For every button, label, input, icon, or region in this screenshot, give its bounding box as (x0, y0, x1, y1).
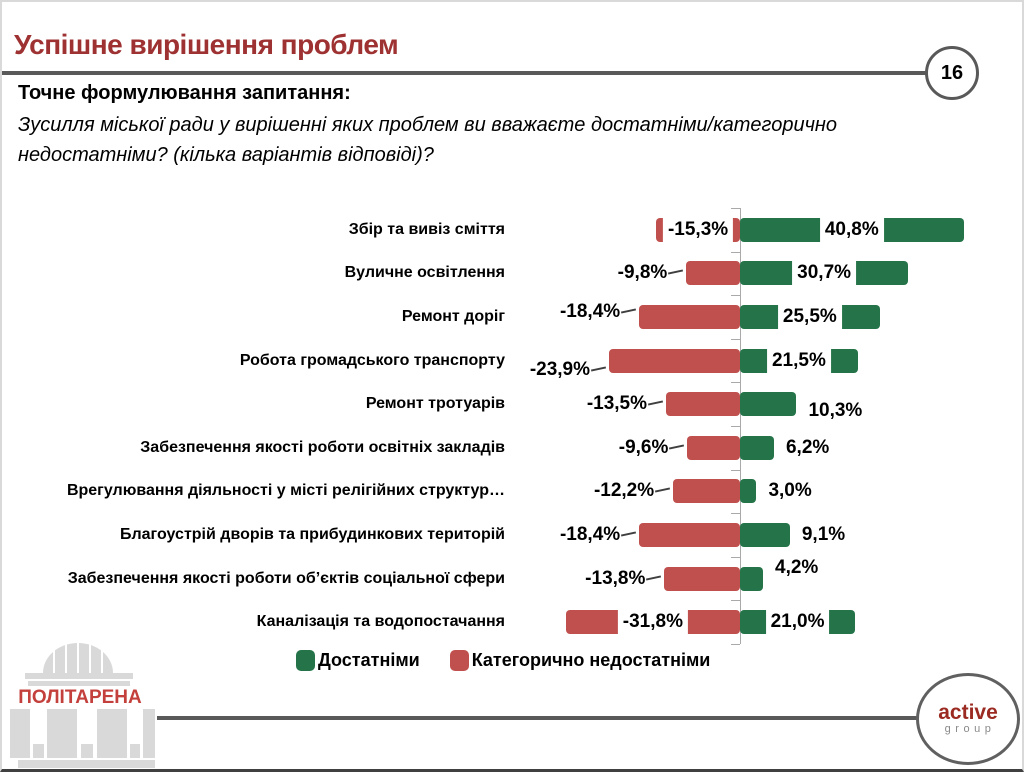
active-group-wordmark: active (938, 701, 998, 724)
legend-label-negative: Категорично недостатніми (471, 650, 711, 670)
data-label-negative: -9,6% (618, 436, 669, 458)
data-label-negative: -12,2% (593, 480, 655, 502)
question-label: Точне формулювання запитання: (18, 82, 351, 104)
bar-negative (687, 435, 740, 460)
category-label: Забезпечення якості роботи освітніх закл… (140, 438, 505, 456)
politarena-dome (43, 643, 113, 673)
axis-tick (731, 295, 740, 297)
bar-negative (639, 523, 740, 547)
data-label-negative: -31,8% (617, 609, 688, 636)
question-text-line1: Зусилля міської ради у вирішенні яких пр… (18, 114, 838, 136)
politarena-door (33, 744, 44, 758)
legend-swatch-negative (449, 650, 469, 671)
data-label-negative: -18,4% (559, 301, 621, 322)
leader-line (647, 400, 664, 406)
politarena-column (10, 709, 30, 758)
politarena-column (97, 709, 127, 758)
bar-negative (664, 566, 740, 591)
data-label-negative: -13,8% (585, 567, 646, 589)
legend-swatch-positive (296, 650, 315, 671)
politarena-base (18, 760, 155, 768)
axis-tick (731, 382, 740, 384)
data-label-positive: 21,0% (765, 609, 830, 636)
bar-negative (609, 348, 740, 373)
axis-tick (731, 469, 740, 471)
politarena-entablature (25, 673, 133, 679)
bar-positive (740, 392, 797, 417)
data-label-positive: 4,2% (775, 556, 819, 578)
data-label-negative: -9,8% (617, 262, 668, 284)
leader-line (668, 269, 684, 275)
data-label-negative: -23,9% (529, 358, 591, 380)
data-label-positive: 10,3% (808, 400, 863, 422)
bar-negative (673, 479, 740, 504)
data-label-positive: 3,0% (768, 480, 812, 502)
category-label: Каналізація та водопостачання (256, 613, 505, 631)
bar-negative (686, 261, 740, 286)
leader-line (669, 444, 685, 450)
bar-negative (666, 392, 740, 417)
question-text-line2: недостатніми? (кілька варіантів відповід… (18, 144, 434, 166)
category-label: Врегулювання діяльності у місті релігійн… (66, 482, 505, 500)
leader-line (590, 366, 607, 372)
bar-positive (740, 479, 757, 504)
data-label-positive: 21,5% (766, 347, 831, 374)
data-label-positive: 40,8% (819, 216, 884, 243)
footer-divider (157, 716, 917, 720)
bar-negative (639, 305, 740, 329)
politarena-column (47, 709, 77, 758)
bar-positive (740, 435, 774, 460)
data-label-positive: 6,2% (785, 436, 830, 458)
active-group-subtext: group (944, 723, 996, 735)
axis-tick (731, 600, 740, 602)
page-title: Успішне вирішення проблем (14, 29, 399, 60)
data-label-positive: 25,5% (777, 304, 842, 330)
axis-tick (731, 513, 740, 515)
data-label-negative: -13,5% (586, 393, 648, 415)
page-number-badge: 16 (925, 46, 979, 100)
data-label-negative: -15,3% (662, 216, 734, 243)
category-label: Благоустрій дворів та прибудинкових тери… (119, 526, 505, 543)
axis-tick (731, 556, 740, 558)
politarena-door (130, 744, 140, 758)
category-label: Ремонт доріг (401, 308, 505, 325)
category-label: Вуличне освітлення (344, 264, 505, 282)
axis-tick (731, 426, 740, 427)
politarena-door (81, 744, 93, 758)
politarena-column (143, 709, 155, 758)
axis-tick (731, 208, 740, 209)
politarena-wordmark: ПОЛІТАРЕНА (18, 687, 142, 708)
category-label: Збір та вивіз сміття (348, 220, 505, 238)
legend-item-positive: Достатніми (296, 650, 420, 671)
bar-positive (740, 566, 764, 591)
legend-item-negative: Категорично недостатніми (449, 650, 711, 671)
data-label-positive: 30,7% (792, 260, 857, 287)
leader-line (621, 308, 637, 314)
active-group-logo: active group (916, 673, 1020, 765)
title-divider (0, 71, 927, 75)
legend-label-positive: Достатніми (318, 650, 420, 670)
leader-line (646, 575, 662, 581)
chart-axis (740, 208, 741, 644)
axis-tick (731, 644, 740, 645)
chart-legend: Достатніми Категорично недостатніми (296, 650, 710, 671)
data-label-positive: 9,1% (801, 524, 846, 545)
category-label: Ремонт тротуарів (365, 395, 505, 413)
leader-line (621, 531, 637, 537)
axis-tick (731, 251, 740, 253)
category-label: Забезпечення якості роботи об’єктів соці… (67, 569, 505, 587)
category-label: Робота громадського транспорту (239, 351, 505, 369)
axis-tick (731, 338, 740, 340)
bar-positive (740, 523, 790, 547)
page-number: 16 (940, 61, 964, 84)
politarena-entablature-2 (28, 681, 130, 686)
data-label-negative: -18,4% (559, 524, 621, 545)
leader-line (655, 487, 671, 493)
